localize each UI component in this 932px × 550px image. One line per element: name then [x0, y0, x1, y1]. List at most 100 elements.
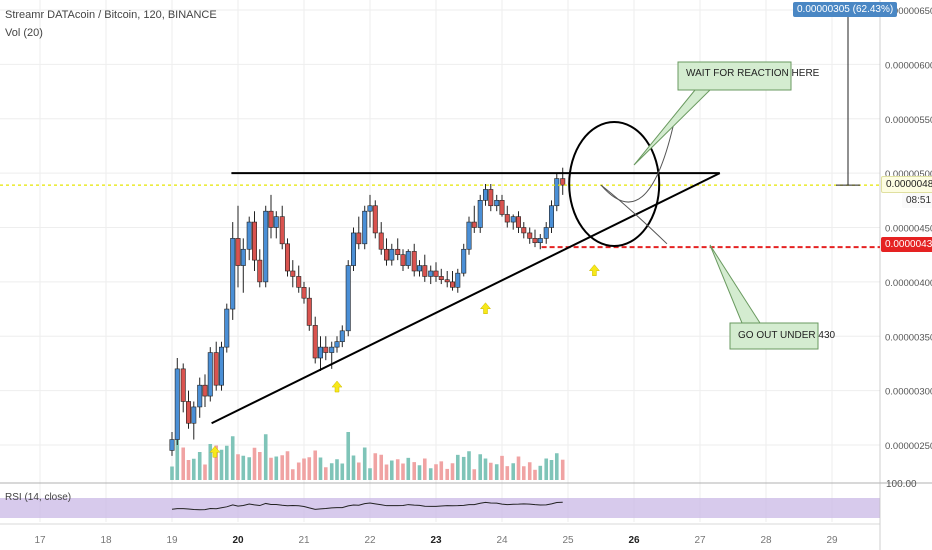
candle-body — [191, 406, 197, 424]
time-tick-label: 29 — [826, 535, 838, 546]
volume-bar — [296, 462, 301, 480]
projection-down — [600, 184, 668, 245]
volume-bar — [450, 463, 455, 480]
volume-bar — [318, 457, 323, 480]
volume-bar — [170, 466, 174, 480]
exit-callout — [709, 244, 819, 350]
exit-note-text: GO OUT UNDER 430 — [738, 330, 836, 341]
candle-body — [378, 232, 384, 250]
projection-up — [600, 124, 675, 203]
stop-level-tag: 0.00000432 — [881, 237, 932, 252]
candle-body — [230, 238, 236, 310]
candle-body — [560, 178, 566, 186]
volume-bar — [500, 455, 504, 480]
reaction-circle — [568, 121, 661, 247]
volume-bar — [384, 464, 389, 480]
volume-bar — [335, 459, 339, 480]
volume-bar — [340, 463, 345, 480]
volume-bar — [505, 466, 510, 480]
candle-body — [461, 248, 467, 274]
candle-body — [312, 325, 318, 359]
candle-body — [372, 205, 378, 234]
volume-bar — [445, 468, 450, 480]
candle-body — [471, 221, 477, 228]
volume-bar — [224, 445, 229, 480]
candle-body — [494, 200, 500, 207]
candle-body — [411, 251, 417, 272]
candle-body — [268, 210, 274, 228]
volume-bar — [516, 456, 521, 480]
candle-body — [400, 254, 406, 266]
volume-bar — [521, 466, 526, 480]
volume-bar — [307, 457, 312, 480]
candle-body — [279, 216, 285, 245]
time-tick-label: 17 — [34, 535, 46, 546]
price-tick-label: 0.00000400 — [885, 278, 932, 289]
price-tick-label: 0.00000550 — [885, 115, 932, 126]
price-tick-label: 0.00000350 — [885, 332, 932, 343]
price-tick-label: 0.00000250 — [885, 441, 932, 452]
candle-body — [499, 200, 505, 215]
candle-body — [290, 270, 296, 277]
candle-body — [257, 259, 263, 283]
price-tick-label: 0.00000600 — [885, 60, 932, 71]
time-tick-label: 25 — [562, 535, 574, 546]
volume-bar — [351, 455, 356, 480]
volume-bar — [544, 458, 549, 480]
candle-body — [466, 221, 472, 250]
candle-body — [515, 216, 521, 228]
rsi-line — [171, 501, 563, 511]
candle-body — [389, 248, 395, 261]
yellow-arrow-icon — [588, 264, 600, 276]
volume-bar — [538, 465, 543, 480]
volume-bar — [428, 468, 433, 480]
volume-bar — [191, 458, 196, 480]
wait-note-text: WAIT FOR REACTION HERE — [686, 68, 820, 79]
candle-body — [362, 210, 368, 245]
candle-body — [296, 276, 302, 288]
candle-body — [224, 308, 230, 348]
volume-bar — [257, 452, 262, 480]
countdown-tag: 08:51 — [902, 193, 932, 208]
volume-bar — [197, 452, 202, 480]
volume-bar — [175, 432, 180, 480]
volume-bar — [362, 447, 367, 480]
candle-body — [488, 189, 494, 207]
time-tick-label: 26 — [628, 535, 640, 546]
volume-bar — [401, 463, 405, 480]
candle-body — [284, 243, 290, 272]
symbol-title: Streamr DATAcoin / Bitcoin, 120, BINANCE — [5, 9, 217, 21]
candle-body — [356, 232, 362, 245]
volume-bar — [280, 455, 285, 480]
candle-body — [263, 210, 269, 283]
volume-bar — [373, 453, 378, 480]
volume-bar — [323, 467, 328, 480]
candle-body — [339, 330, 345, 342]
volume-bar — [488, 462, 493, 480]
candle-body — [306, 297, 312, 326]
yellow-arrow-icon — [209, 445, 221, 458]
price-axis-pane — [880, 0, 932, 550]
rsi-band — [0, 498, 880, 518]
volume-bar — [439, 461, 444, 480]
volume-bar — [412, 462, 417, 480]
volume-bar — [285, 451, 290, 480]
volume-bar — [422, 458, 427, 480]
price-tick-label: 0.00000300 — [885, 387, 932, 398]
volume-bar — [313, 450, 318, 480]
price-tick-label: 0.00000500 — [885, 169, 932, 180]
candle-body — [202, 384, 208, 397]
volume-bar — [417, 465, 422, 480]
candle-body — [477, 200, 483, 228]
candle-body — [527, 232, 533, 239]
time-tick-label: 27 — [694, 535, 706, 546]
time-tick-label: 21 — [298, 535, 310, 546]
volume-bar — [368, 468, 372, 480]
volume-bar — [290, 469, 295, 480]
volume-bar — [461, 456, 466, 480]
volume-bar — [560, 459, 565, 480]
candle-body — [510, 216, 516, 223]
volume-bar — [236, 454, 240, 480]
time-tick-label: 24 — [496, 535, 508, 546]
